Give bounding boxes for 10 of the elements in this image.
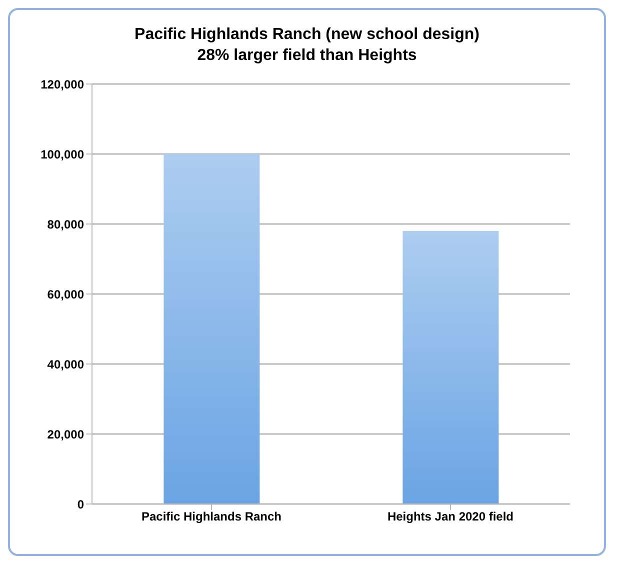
x-tick-label: Heights Jan 2020 field bbox=[387, 510, 514, 524]
y-tick-label: 20,000 bbox=[47, 427, 84, 442]
y-tick-label: 100,000 bbox=[40, 147, 84, 162]
y-tick-label: 40,000 bbox=[47, 357, 84, 372]
y-tick-label: 60,000 bbox=[47, 287, 84, 302]
chart-title: Pacific Highlands Ranch (new school design) 28% larger field than Heights bbox=[134, 25, 480, 66]
x-tick-label: Pacific Highlands Ranch bbox=[141, 510, 282, 524]
y-tick-label: 0 bbox=[77, 497, 84, 512]
y-tick-label: 120,000 bbox=[40, 77, 84, 92]
y-tick-label: 80,000 bbox=[47, 217, 84, 232]
